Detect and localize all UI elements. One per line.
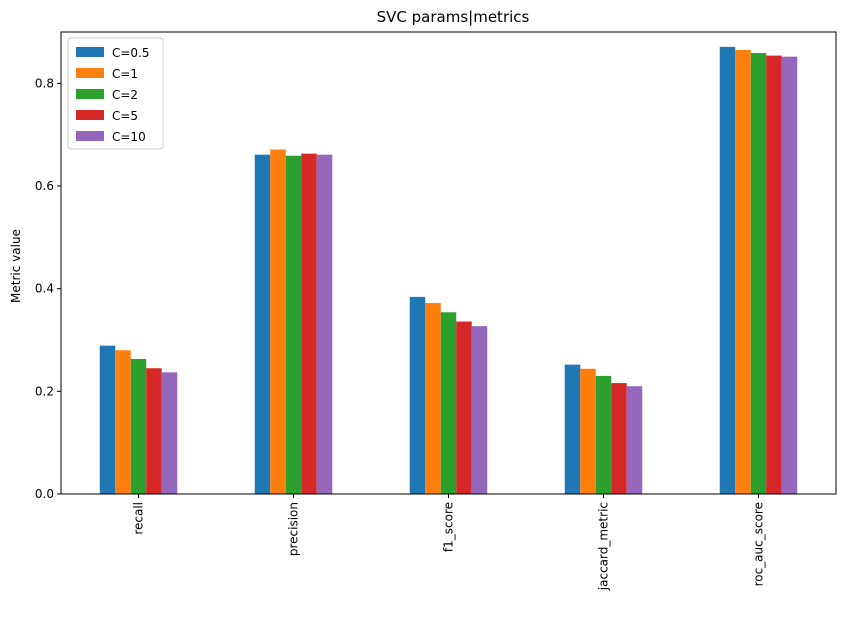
bar-roc_auc_score-C=5 [766, 55, 782, 494]
y-tick-label: 0.4 [35, 282, 54, 296]
bar-roc_auc_score-C=1 [735, 49, 751, 494]
bar-jaccard_metric-C=5 [611, 383, 627, 494]
y-tick-label: 0.8 [35, 76, 54, 90]
chart-title: SVC params|metrics [377, 8, 530, 26]
bar-recall-C=2 [130, 358, 147, 494]
bar-f1_score-C=1 [425, 303, 441, 494]
x-tick-label: recall [132, 502, 146, 535]
y-tick-label: 0.6 [35, 179, 54, 193]
bars-layer [99, 46, 798, 495]
legend-label: C=0.5 [112, 46, 150, 60]
legend-label: C=5 [112, 109, 138, 123]
legend-label: C=10 [112, 130, 146, 144]
x-tick-label: f1_score [442, 502, 456, 552]
legend-label: C=2 [112, 88, 138, 102]
legend-swatch [76, 89, 104, 99]
bar-precision-C=10 [316, 154, 333, 495]
legend-swatch [76, 68, 104, 78]
bar-f1_score-C=0.5 [409, 296, 426, 494]
bar-precision-C=5 [301, 153, 317, 494]
y-tick-label: 0.0 [35, 487, 54, 501]
bar-precision-C=0.5 [254, 154, 271, 495]
bar-f1_score-C=10 [471, 326, 488, 494]
bar-precision-C=2 [285, 155, 302, 495]
bar-recall-C=1 [115, 350, 131, 494]
bar-recall-C=5 [146, 368, 162, 494]
bar-roc_auc_score-C=0.5 [719, 46, 736, 495]
x-tick-label: roc_auc_score [752, 502, 766, 586]
bar-jaccard_metric-C=2 [595, 375, 612, 494]
y-axis-label: Metric value [9, 229, 23, 303]
bar-jaccard_metric-C=0.5 [564, 364, 581, 494]
legend: C=0.5 C=1 C=2 C=5 C=10 [67, 37, 164, 150]
legend-swatch [76, 110, 104, 120]
bar-recall-C=10 [161, 372, 178, 494]
legend-label: C=1 [112, 67, 138, 81]
x-tick-label: precision [287, 502, 301, 556]
axis-layer: 0.0 0.2 0.4 0.6 0.8 recall precision f1_score ja… [35, 31, 837, 591]
bar-jaccard_metric-C=1 [580, 368, 596, 494]
bar-f1_score-C=2 [440, 312, 457, 494]
bar-f1_score-C=5 [456, 321, 472, 494]
bar-roc_auc_score-C=10 [781, 56, 798, 494]
bar-recall-C=0.5 [99, 345, 116, 494]
legend-swatch [76, 47, 104, 57]
bar-roc_auc_score-C=2 [750, 53, 767, 495]
legend-box [67, 37, 164, 150]
legend-swatch [76, 131, 104, 141]
y-tick-label: 0.2 [35, 384, 54, 398]
bar-precision-C=1 [270, 149, 286, 494]
bar-jaccard_metric-C=10 [626, 386, 643, 494]
x-tick-label: jaccard_metric [597, 502, 611, 591]
